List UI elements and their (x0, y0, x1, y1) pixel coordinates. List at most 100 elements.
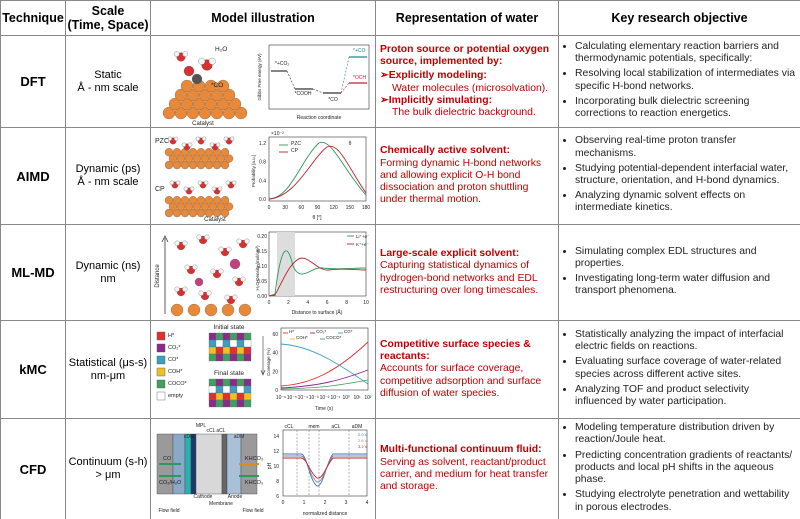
illustration-label: CP (155, 186, 165, 193)
illustration-label: Flow field (242, 508, 263, 514)
illustration-label: 2 (324, 500, 327, 506)
objective-item: Analyzing dynamic solvent effects on int… (575, 190, 796, 214)
illustration-label: 4 (366, 500, 369, 506)
lattice-site (215, 332, 224, 340)
scale-cell: Statistical (μs-s) nm-μm (65, 320, 151, 419)
atom (204, 180, 209, 185)
atom (224, 153, 234, 163)
illustration-label: 10⁻⁴ (298, 395, 308, 401)
lattice-site (215, 339, 224, 347)
illustration-cell: H* CO₂* CO* COH* COCO* empty Initial state Fina… (150, 320, 376, 419)
lattice-site (208, 399, 217, 407)
illustration-label: cDM (184, 434, 194, 440)
lattice-site (229, 353, 238, 361)
header-line: Scale (91, 4, 125, 18)
illustration-label: Final state (214, 370, 244, 377)
item-head: Implicitly simulating: (380, 95, 492, 106)
scale-line: Å - nm scale (77, 176, 139, 188)
atom (240, 276, 246, 282)
curve (312, 88, 324, 93)
atom (182, 240, 188, 246)
atom (226, 246, 232, 252)
curve (161, 234, 169, 242)
legend-swatch (156, 379, 166, 388)
curve (268, 257, 367, 296)
atom (176, 180, 181, 185)
scale-line: > μm (95, 469, 121, 481)
curve (280, 379, 369, 389)
lattice-site (208, 346, 217, 354)
illustration-label: normalized distance (303, 511, 348, 517)
scale-line: Dynamic (ns) (75, 259, 141, 272)
lattice-site (243, 339, 252, 347)
scale-line: Dynamic (ps) (75, 163, 141, 175)
illustration-label: 1.2 (259, 141, 266, 147)
representation-cell: Large-scale explicit solvent: Capturing s… (375, 224, 559, 321)
illustration-label: *OCH (353, 75, 366, 81)
representation-heading: Competitive surface species & reactants: (380, 338, 531, 363)
lattice-site (236, 392, 245, 400)
lattice-site (208, 332, 217, 340)
technique-cell: DFT (0, 35, 66, 128)
atom (190, 186, 195, 191)
objective-item: Simulating complex EDL structures and pr… (575, 246, 796, 270)
atom (229, 258, 241, 269)
atom (188, 147, 198, 156)
illustration-label: K⁺+e⁻ (356, 242, 370, 247)
illustration-label: 0 (275, 388, 278, 394)
table-row: kMC Statistical (μs-s) nm-μm H* CO₂* CO* COH* C… (0, 320, 800, 419)
lattice-site (208, 339, 217, 347)
illustration-label: 10⁻² (320, 395, 330, 401)
scale-cell: Continuum (s-h) > μm (65, 418, 151, 519)
atom (232, 180, 237, 185)
atom (209, 142, 214, 147)
atom (196, 195, 206, 204)
atom (164, 147, 174, 156)
atom (187, 303, 201, 316)
lattice-site (222, 353, 231, 361)
illustration-label: *+CO (353, 48, 365, 54)
illustration-label: *+CO₂ (275, 61, 289, 67)
scale-cell: Static Å - nm scale (65, 35, 151, 128)
illustration-label: PZC (291, 141, 301, 147)
illustration-label: 120 (329, 205, 338, 211)
legend-swatch (156, 391, 166, 400)
curve (283, 455, 367, 482)
illustration-label: 0 (268, 205, 271, 211)
lattice-site (215, 346, 224, 354)
lattice-site (236, 399, 245, 407)
shaded-region (277, 231, 295, 296)
lattice-site (222, 339, 231, 347)
lattice-site (229, 346, 238, 354)
illustration-label: 180 (362, 205, 371, 211)
representation-cell: Chemically active solvent: Forming dynami… (375, 127, 559, 225)
header-cell: Representation of water (375, 0, 559, 36)
representation-heading: Chemically active solvent: (380, 145, 510, 157)
representation-cell: Proton source or potential oxygen source… (375, 35, 559, 128)
illustration-label: 10⁰ (342, 395, 350, 401)
legend-swatch (156, 331, 166, 340)
layer (195, 433, 223, 494)
illustration-label: θ [°] (313, 215, 323, 221)
header-line: (Time, Space) (67, 18, 149, 32)
atom (210, 268, 216, 274)
objective-list: Modeling temperature distribution driven… (560, 422, 800, 513)
illustration-label: 6 (326, 300, 329, 306)
model-illustration: Distance H₂O Density (mol/cm³) 0.20 0.15 0.1… (155, 231, 370, 316)
representation-cell: Competitive surface species & reactants:… (375, 320, 559, 419)
atom (180, 195, 190, 204)
atom (232, 294, 238, 300)
objective-item: Statistically analyzing the impact of in… (575, 329, 796, 353)
atom (188, 195, 198, 204)
legend-swatch (156, 343, 166, 352)
illustration-label: 10⁻⁵ (287, 395, 297, 401)
illustration-label: COCO* (168, 381, 188, 387)
curve (283, 457, 367, 478)
representation-heading: Proton source or potential oxygen source… (380, 43, 550, 67)
illustration-label: 4 (306, 300, 309, 306)
lattice-site (222, 399, 231, 407)
atom (224, 201, 234, 211)
atom (183, 186, 188, 191)
atom (174, 286, 180, 292)
illustration-label: 0.05 (257, 279, 267, 285)
